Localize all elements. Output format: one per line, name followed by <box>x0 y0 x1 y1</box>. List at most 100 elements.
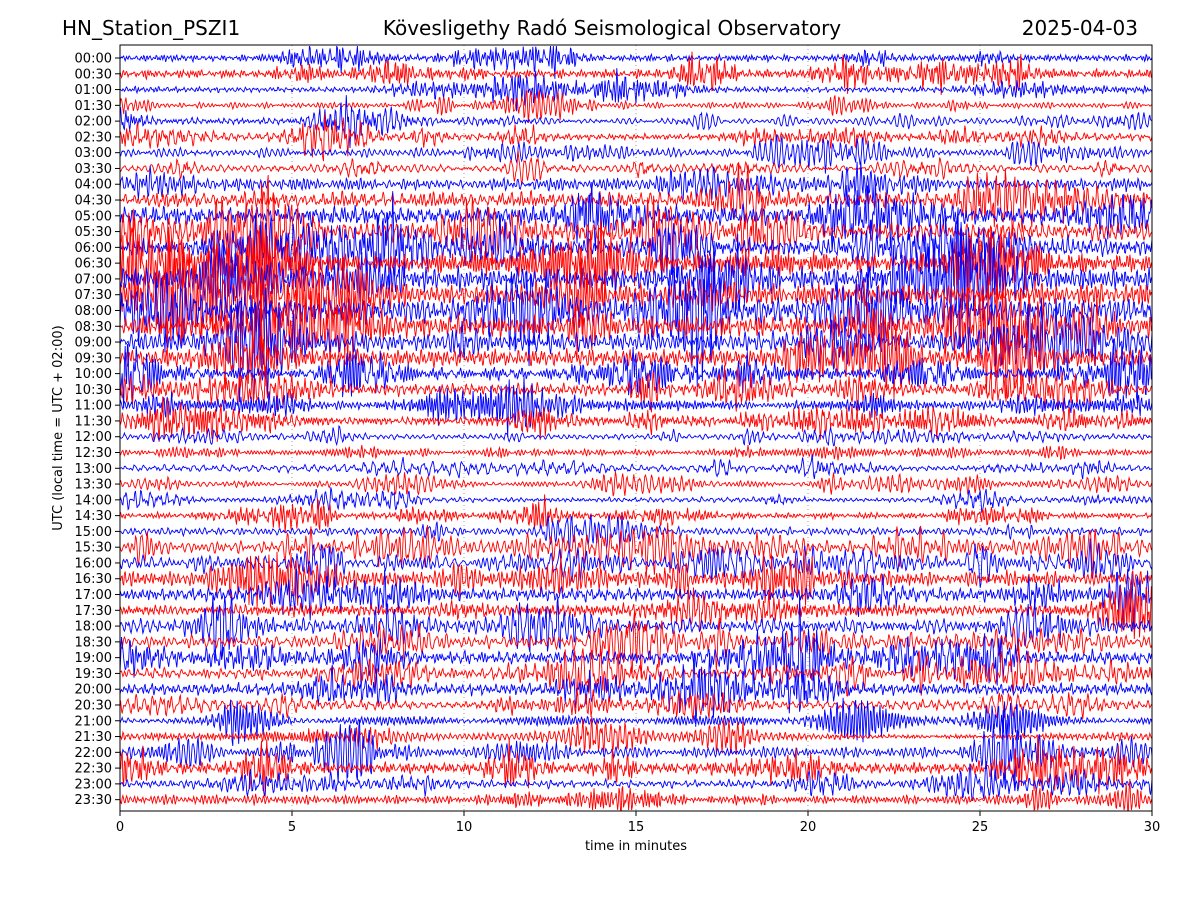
y-tick-label: 08:00 <box>75 304 112 319</box>
trace-row-1100 <box>119 376 1153 438</box>
y-tick-label: 23:00 <box>75 777 112 792</box>
trace-row-1030 <box>119 364 1153 413</box>
seismogram-traces <box>119 45 1153 812</box>
trace-row-1800 <box>119 595 1153 664</box>
trace-row-1200 <box>119 425 1153 447</box>
y-tick-label: 04:30 <box>75 194 112 209</box>
trace-row-0200 <box>119 95 1153 149</box>
x-tick-label: 30 <box>1144 820 1161 835</box>
trace-row-0030 <box>119 51 1153 96</box>
y-tick-label: 16:00 <box>75 556 112 571</box>
trace-row-2100 <box>119 697 1153 747</box>
y-tick-label: 13:00 <box>75 462 112 477</box>
trace-row-0100 <box>119 68 1152 112</box>
trace-row-2130 <box>119 716 1153 756</box>
y-tick-label: 16:30 <box>75 572 112 587</box>
y-tick-label: 03:00 <box>75 146 112 161</box>
trace-row-2330 <box>119 778 1153 812</box>
y-axis-label: UTC (local time = UTC + 02:00) <box>51 325 66 530</box>
trace-row-1630 <box>119 549 1153 610</box>
y-tick-label: 21:30 <box>75 730 112 745</box>
y-tick-label: 05:00 <box>75 209 112 224</box>
trace-row-1330 <box>119 471 1153 497</box>
y-tick-label: 22:30 <box>75 762 112 777</box>
y-tick-label: 11:00 <box>75 399 112 414</box>
trace-row-1730 <box>119 583 1153 640</box>
y-tick-label: 21:00 <box>75 714 112 729</box>
trace-row-2000 <box>119 652 1153 727</box>
chart-date: 2025-04-03 <box>1021 16 1138 40</box>
trace-row-2300 <box>119 761 1153 802</box>
y-tick-label: 19:00 <box>75 651 112 666</box>
y-tick-label: 03:30 <box>75 162 112 177</box>
trace-row-1230 <box>119 444 1153 461</box>
x-tick-label: 25 <box>972 820 989 835</box>
trace-row-1500 <box>119 514 1153 551</box>
trace-row-1130 <box>119 396 1153 442</box>
y-tick-label: 00:00 <box>75 52 112 67</box>
y-tick-label: 23:30 <box>75 793 112 808</box>
y-tick-label: 17:30 <box>75 604 112 619</box>
trace-row-1700 <box>119 568 1153 630</box>
y-tick-label: 18:30 <box>75 635 112 650</box>
trace-row-2230 <box>119 735 1153 798</box>
y-tick-label: 13:30 <box>75 478 112 493</box>
trace-row-1400 <box>119 487 1153 514</box>
y-tick-label: 08:30 <box>75 320 112 335</box>
y-tick-label: 06:30 <box>75 257 112 272</box>
y-tick-label: 01:30 <box>75 99 112 114</box>
x-axis-label: time in minutes <box>585 839 687 854</box>
trace-row-1530 <box>119 522 1153 575</box>
y-tick-label: 06:00 <box>75 241 112 256</box>
y-tick-label: 00:30 <box>75 67 112 82</box>
y-tick-label: 09:00 <box>75 336 112 351</box>
y-tick-label: 15:00 <box>75 525 112 540</box>
trace-row-1600 <box>119 538 1153 594</box>
trace-row-0600 <box>119 191 1153 297</box>
trace-row-0400 <box>119 161 1153 206</box>
y-tick-label: 17:00 <box>75 588 112 603</box>
y-tick-label: 20:30 <box>75 698 112 713</box>
y-tick-label: 12:00 <box>75 430 112 445</box>
y-tick-label: 20:00 <box>75 683 112 698</box>
trace-row-0230 <box>119 113 1153 162</box>
trace-row-1300 <box>119 453 1153 480</box>
station-name: HN_Station_PSZI1 <box>62 16 241 40</box>
trace-row-0300 <box>119 134 1153 174</box>
y-tick-label: 14:00 <box>75 493 112 508</box>
y-tick-label: 01:00 <box>75 83 112 98</box>
x-tick-label: 10 <box>456 820 473 835</box>
x-tick-label: 15 <box>628 820 645 835</box>
trace-row-0130 <box>119 89 1153 124</box>
x-axis-ticks: 0 5 10 15 20 25 30 <box>116 811 1160 835</box>
y-tick-label: 11:30 <box>75 414 112 429</box>
y-tick-label: 22:00 <box>75 746 112 761</box>
y-tick-label: 18:00 <box>75 620 112 635</box>
y-tick-label: 14:30 <box>75 509 112 524</box>
chart-title: Kövesligethy Radó Seismological Observat… <box>382 16 842 40</box>
y-tick-label: 19:30 <box>75 667 112 682</box>
y-axis-ticks: 00:0000:3001:0001:3002:0002:3003:0003:30… <box>75 52 120 808</box>
y-tick-label: 02:30 <box>75 130 112 145</box>
y-tick-label: 12:30 <box>75 446 112 461</box>
trace-row-2030 <box>119 689 1152 721</box>
trace-row-0000 <box>119 45 1153 79</box>
trace-row-0530 <box>119 174 1153 278</box>
y-tick-label: 07:00 <box>75 272 112 287</box>
y-tick-label: 04:00 <box>75 178 112 193</box>
trace-row-0430 <box>119 163 1153 237</box>
trace-row-1930 <box>119 645 1153 697</box>
y-tick-label: 02:00 <box>75 115 112 130</box>
trace-row-2200 <box>119 710 1153 788</box>
trace-row-1430 <box>119 494 1153 534</box>
y-tick-label: 09:30 <box>75 351 112 366</box>
y-tick-label: 10:00 <box>75 367 112 382</box>
trace-row-1000 <box>119 340 1153 408</box>
trace-row-1830 <box>119 611 1153 678</box>
trace-row-0330 <box>119 150 1153 185</box>
trace-row-0830 <box>119 273 1153 394</box>
y-tick-label: 10:30 <box>75 383 112 398</box>
x-tick-label: 20 <box>800 820 817 835</box>
y-tick-label: 15:30 <box>75 541 112 556</box>
